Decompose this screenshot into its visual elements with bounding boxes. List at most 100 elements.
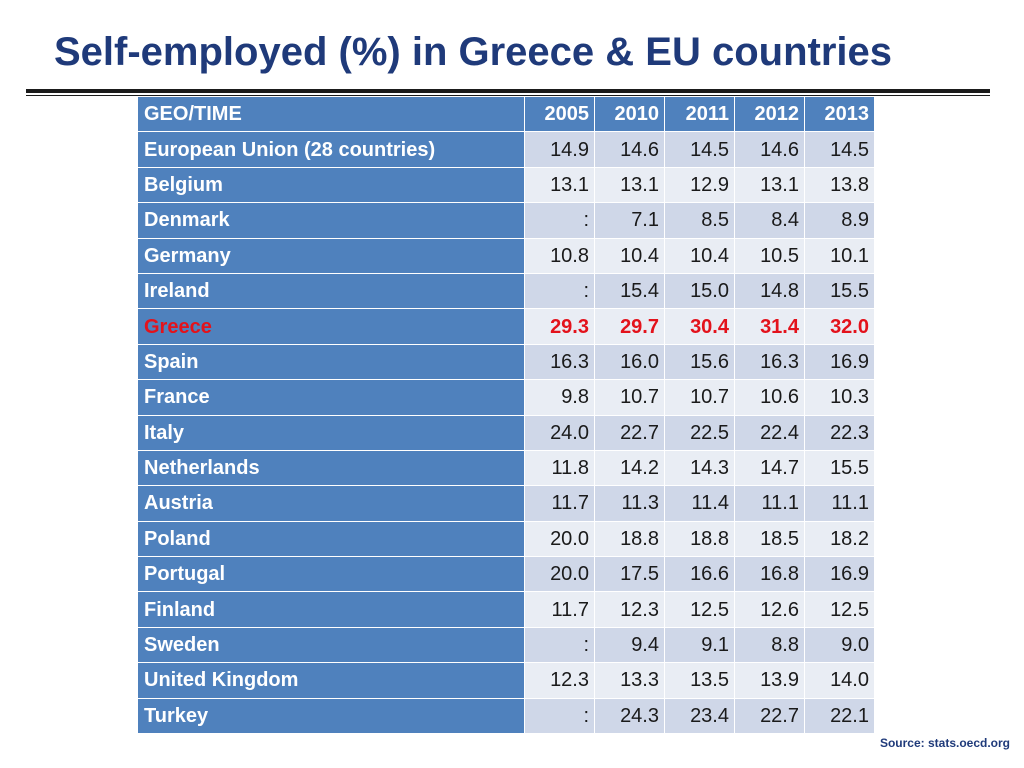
value-cell: 9.8: [524, 379, 595, 416]
value-cell: 20.0: [524, 520, 595, 558]
value-cell: 13.1: [734, 166, 805, 204]
value-cell: 8.8: [734, 626, 805, 664]
value-cell: 13.8: [804, 166, 875, 204]
country-cell: Portugal: [137, 556, 525, 593]
value-cell: 9.4: [594, 626, 665, 664]
value-cell: 22.7: [594, 414, 665, 451]
value-cell: 14.0: [804, 662, 875, 699]
table-row: Belgium 13.1 13.1 12.9 13.1 13.8: [137, 166, 875, 204]
table-row: European Union (28 countries) 14.9 14.6 14.…: [137, 131, 875, 168]
value-cell: 23.4: [664, 697, 735, 735]
value-cell: 17.5: [594, 556, 665, 593]
value-cell: 12.3: [524, 662, 595, 699]
value-cell: 29.7: [594, 308, 665, 345]
value-cell: 14.3: [664, 449, 735, 487]
table-row: Netherlands 11.8 14.2 14.3 14.7 15.5: [137, 449, 875, 487]
country-cell: Germany: [137, 237, 525, 274]
value-cell: 10.3: [804, 379, 875, 416]
value-cell: 18.5: [734, 520, 805, 558]
value-cell: 13.1: [594, 166, 665, 204]
value-cell: 13.1: [524, 166, 595, 204]
year-header: 2013: [804, 95, 875, 133]
value-cell: 8.4: [734, 202, 805, 239]
value-cell: 16.0: [594, 343, 665, 381]
value-cell: 18.2: [804, 520, 875, 558]
value-cell: 22.7: [734, 697, 805, 735]
value-cell: 11.1: [734, 485, 805, 522]
value-cell: 10.6: [734, 379, 805, 416]
source-note: Source: stats.oecd.org: [879, 736, 1010, 750]
title-divider-thick: [26, 89, 990, 93]
value-cell: :: [524, 697, 595, 735]
value-cell: 10.5: [734, 237, 805, 274]
value-cell: 20.0: [524, 556, 595, 593]
value-cell: 22.3: [804, 414, 875, 451]
value-cell: 16.3: [524, 343, 595, 381]
value-cell: 18.8: [594, 520, 665, 558]
value-cell: 7.1: [594, 202, 665, 239]
value-cell: :: [524, 626, 595, 664]
value-cell: 12.3: [594, 591, 665, 628]
table-row: Turkey:24.3 23.4 22.7 22.1: [137, 697, 875, 735]
value-cell: 24.0: [524, 414, 595, 451]
table-row: Spain 16.3 16.0 15.6 16.3 16.9: [137, 343, 875, 381]
value-cell: 16.8: [734, 556, 805, 593]
value-cell: 14.8: [734, 272, 805, 310]
value-cell: 14.9: [524, 131, 595, 168]
value-cell: 14.6: [594, 131, 665, 168]
value-cell: 8.5: [664, 202, 735, 239]
table-row: Italy 24.0 22.7 22.5 22.4 22.3: [137, 414, 875, 451]
table-row: United Kingdom 12.3 13.3 13.5 13.9 14.0: [137, 662, 875, 699]
value-cell: 9.1: [664, 626, 735, 664]
country-cell: Denmark: [137, 202, 525, 239]
value-cell: 14.7: [734, 449, 805, 487]
value-cell: 22.4: [734, 414, 805, 451]
value-cell: 32.0: [804, 308, 875, 345]
country-cell: Poland: [137, 520, 525, 558]
value-cell: 15.0: [664, 272, 735, 310]
value-cell: 14.5: [664, 131, 735, 168]
table-row: Austria 11.7 11.3 11.4 11.1 11.1: [137, 485, 875, 522]
country-cell: Ireland: [137, 272, 525, 310]
country-cell: European Union (28 countries): [137, 131, 525, 168]
year-header: 2011: [664, 95, 735, 133]
table-row: Sweden:9.4 9.1 8.8 9.0: [137, 626, 875, 664]
country-cell: Austria: [137, 485, 525, 522]
country-cell: Sweden: [137, 626, 525, 664]
value-cell: 16.9: [804, 343, 875, 381]
table-row: Ireland:15.4 15.0 14.8 15.5: [137, 272, 875, 310]
value-cell: 16.3: [734, 343, 805, 381]
year-header: 2012: [734, 95, 805, 133]
value-cell: 14.5: [804, 131, 875, 168]
value-cell: 16.6: [664, 556, 735, 593]
country-cell: Italy: [137, 414, 525, 451]
value-cell: 10.4: [594, 237, 665, 274]
country-cell: Greece: [137, 308, 525, 345]
country-cell: Netherlands: [137, 449, 525, 487]
value-cell: 13.5: [664, 662, 735, 699]
value-cell: 13.9: [734, 662, 805, 699]
geo-time-header: GEO/TIME: [137, 95, 525, 133]
value-cell: 11.8: [524, 449, 595, 487]
table-row: Finland 11.7 12.3 12.5 12.6 12.5: [137, 591, 875, 628]
value-cell: 11.7: [524, 591, 595, 628]
table-body: European Union (28 countries) 14.9 14.6 14.…: [137, 131, 875, 735]
value-cell: 11.7: [524, 485, 595, 522]
value-cell: 10.7: [594, 379, 665, 416]
value-cell: 31.4: [734, 308, 805, 345]
value-cell: 12.9: [664, 166, 735, 204]
value-cell: 9.0: [804, 626, 875, 664]
value-cell: 15.5: [804, 272, 875, 310]
value-cell: 12.6: [734, 591, 805, 628]
value-cell: 13.3: [594, 662, 665, 699]
value-cell: 15.6: [664, 343, 735, 381]
country-cell: United Kingdom: [137, 662, 525, 699]
table-row: Denmark:7.1 8.5 8.4 8.9: [137, 202, 875, 239]
value-cell: 8.9: [804, 202, 875, 239]
value-cell: 12.5: [804, 591, 875, 628]
table-row: Portugal 20.0 17.5 16.6 16.8 16.9: [137, 556, 875, 593]
value-cell: 10.4: [664, 237, 735, 274]
table-row: France 9.8 10.7 10.7 10.6 10.3: [137, 379, 875, 416]
value-cell: 15.4: [594, 272, 665, 310]
value-cell: 15.5: [804, 449, 875, 487]
